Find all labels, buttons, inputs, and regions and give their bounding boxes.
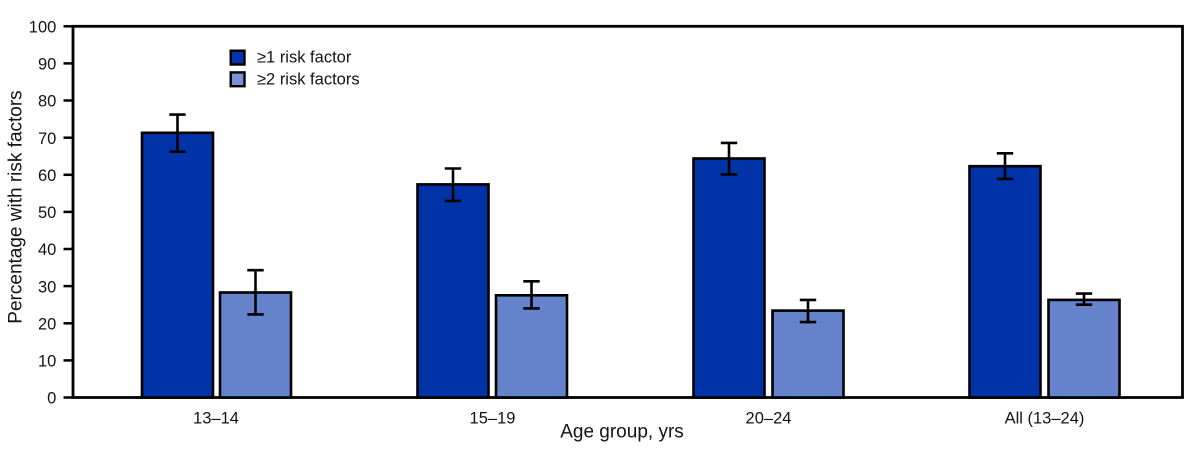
svg-text:13–14: 13–14: [193, 410, 239, 428]
svg-text:20–24: 20–24: [746, 410, 792, 428]
svg-text:Age group, yrs: Age group, yrs: [560, 422, 684, 443]
svg-text:100: 100: [29, 19, 57, 37]
svg-text:10: 10: [38, 353, 56, 371]
svg-text:0: 0: [47, 390, 56, 408]
svg-text:All (13–24): All (13–24): [1005, 410, 1085, 428]
svg-text:≥2 risk factors: ≥2 risk factors: [257, 70, 360, 88]
svg-text:70: 70: [38, 130, 56, 148]
svg-text:15–19: 15–19: [470, 410, 516, 428]
svg-text:40: 40: [38, 241, 56, 259]
svg-text:60: 60: [38, 167, 56, 185]
svg-text:90: 90: [38, 56, 56, 74]
svg-text:30: 30: [38, 278, 56, 296]
svg-text:20: 20: [38, 316, 56, 334]
svg-text:≥1 risk factor: ≥1 risk factor: [257, 49, 352, 67]
svg-text:Percentage with risk factors: Percentage with risk factors: [5, 90, 26, 323]
svg-text:50: 50: [38, 204, 56, 222]
svg-text:80: 80: [38, 93, 56, 111]
